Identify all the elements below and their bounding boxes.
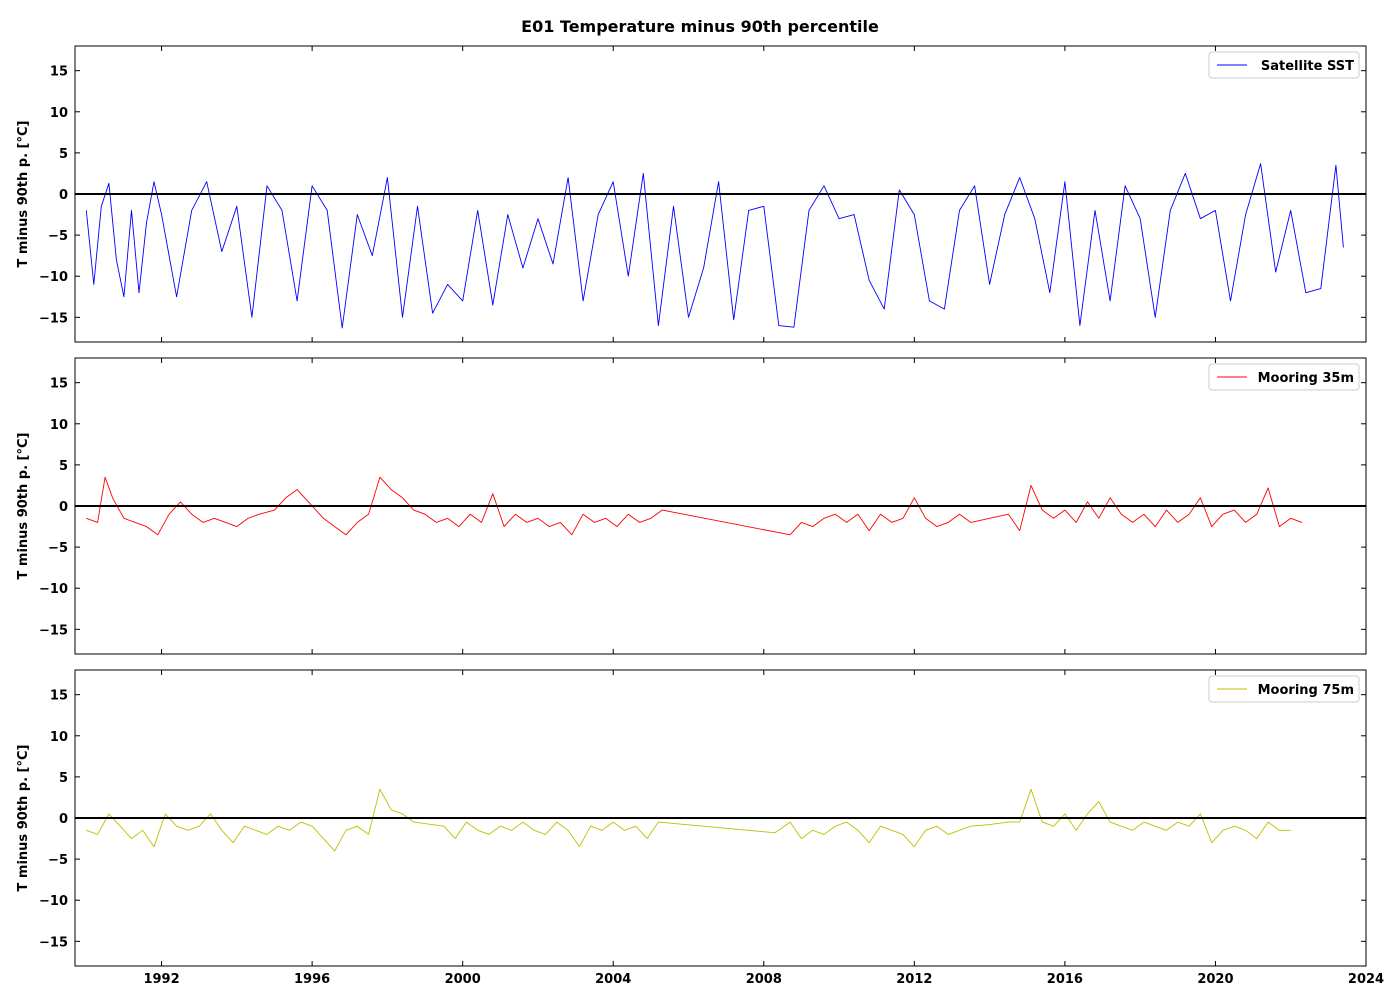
- legend-label: Mooring 75m: [1258, 683, 1354, 698]
- y-tick-label: −15: [39, 935, 68, 950]
- y-tick-label: −15: [39, 623, 68, 638]
- chart-title: E01 Temperature minus 90th percentile: [521, 17, 879, 36]
- series-line-mooring-75m: [86, 788, 1291, 852]
- y-tick-label: −5: [48, 229, 68, 244]
- y-tick-label: −10: [39, 270, 68, 285]
- y-tick-label: 5: [59, 459, 68, 474]
- y-tick-label: −10: [39, 582, 68, 597]
- y-tick-label: 15: [50, 65, 68, 80]
- y-tick-label: 10: [50, 418, 68, 433]
- y-tick-label: −5: [48, 541, 68, 556]
- y-tick-label: −5: [48, 853, 68, 868]
- panel-2: 15 10 5 0 −5 −10 −15 T minus 90th p. [°C] Moorin…: [16, 357, 1367, 655]
- y-axis-label: T minus 90th p. [°C]: [16, 433, 31, 580]
- x-tick-label: 2000: [445, 972, 481, 987]
- y-tick-label: 5: [59, 771, 68, 786]
- y-tick-label: 15: [50, 377, 68, 392]
- panels: 15 10 5 0 −5 −10 −15 T minus 90th p. [°C] Satell…: [16, 45, 1384, 987]
- x-tick-label: 2008: [746, 972, 782, 987]
- x-tick-label: 1992: [143, 972, 179, 987]
- x-tick-label: 1996: [294, 972, 330, 987]
- y-tick-label: 10: [50, 730, 68, 745]
- series-line-mooring-35m: [86, 476, 1303, 536]
- y-tick-label: 15: [50, 689, 68, 704]
- y-tick-label: 0: [59, 812, 68, 827]
- y-axis-label: T minus 90th p. [°C]: [16, 121, 31, 268]
- y-tick-label: 0: [59, 500, 68, 515]
- y-tick-label: −15: [39, 311, 68, 326]
- legend-box: [1208, 363, 1360, 391]
- legend-box: [1208, 51, 1360, 79]
- panel-1: 15 10 5 0 −5 −10 −15 T minus 90th p. [°C] Satell…: [16, 45, 1367, 343]
- x-tick-label: 2004: [595, 972, 631, 987]
- x-tick-label: 2020: [1197, 972, 1233, 987]
- x-tick-label: 2012: [896, 972, 932, 987]
- y-tick-label: −10: [39, 894, 68, 909]
- y-tick-label: 0: [59, 188, 68, 203]
- legend-box: [1208, 675, 1360, 703]
- x-tick-label: 2016: [1047, 972, 1083, 987]
- legend-label: Satellite SST: [1261, 59, 1354, 74]
- legend-label: Mooring 35m: [1258, 371, 1354, 386]
- y-axis-label: T minus 90th p. [°C]: [16, 745, 31, 892]
- y-tick-label: 10: [50, 106, 68, 121]
- y-tick-label: 5: [59, 147, 68, 162]
- x-tick-label: 2024: [1348, 972, 1384, 987]
- panel-3: 15 10 5 0 −5 −10 −15 1992 1996 2000 2004 2008 2012 20…: [16, 669, 1384, 987]
- series-line-satellite-sst: [85, 163, 1344, 329]
